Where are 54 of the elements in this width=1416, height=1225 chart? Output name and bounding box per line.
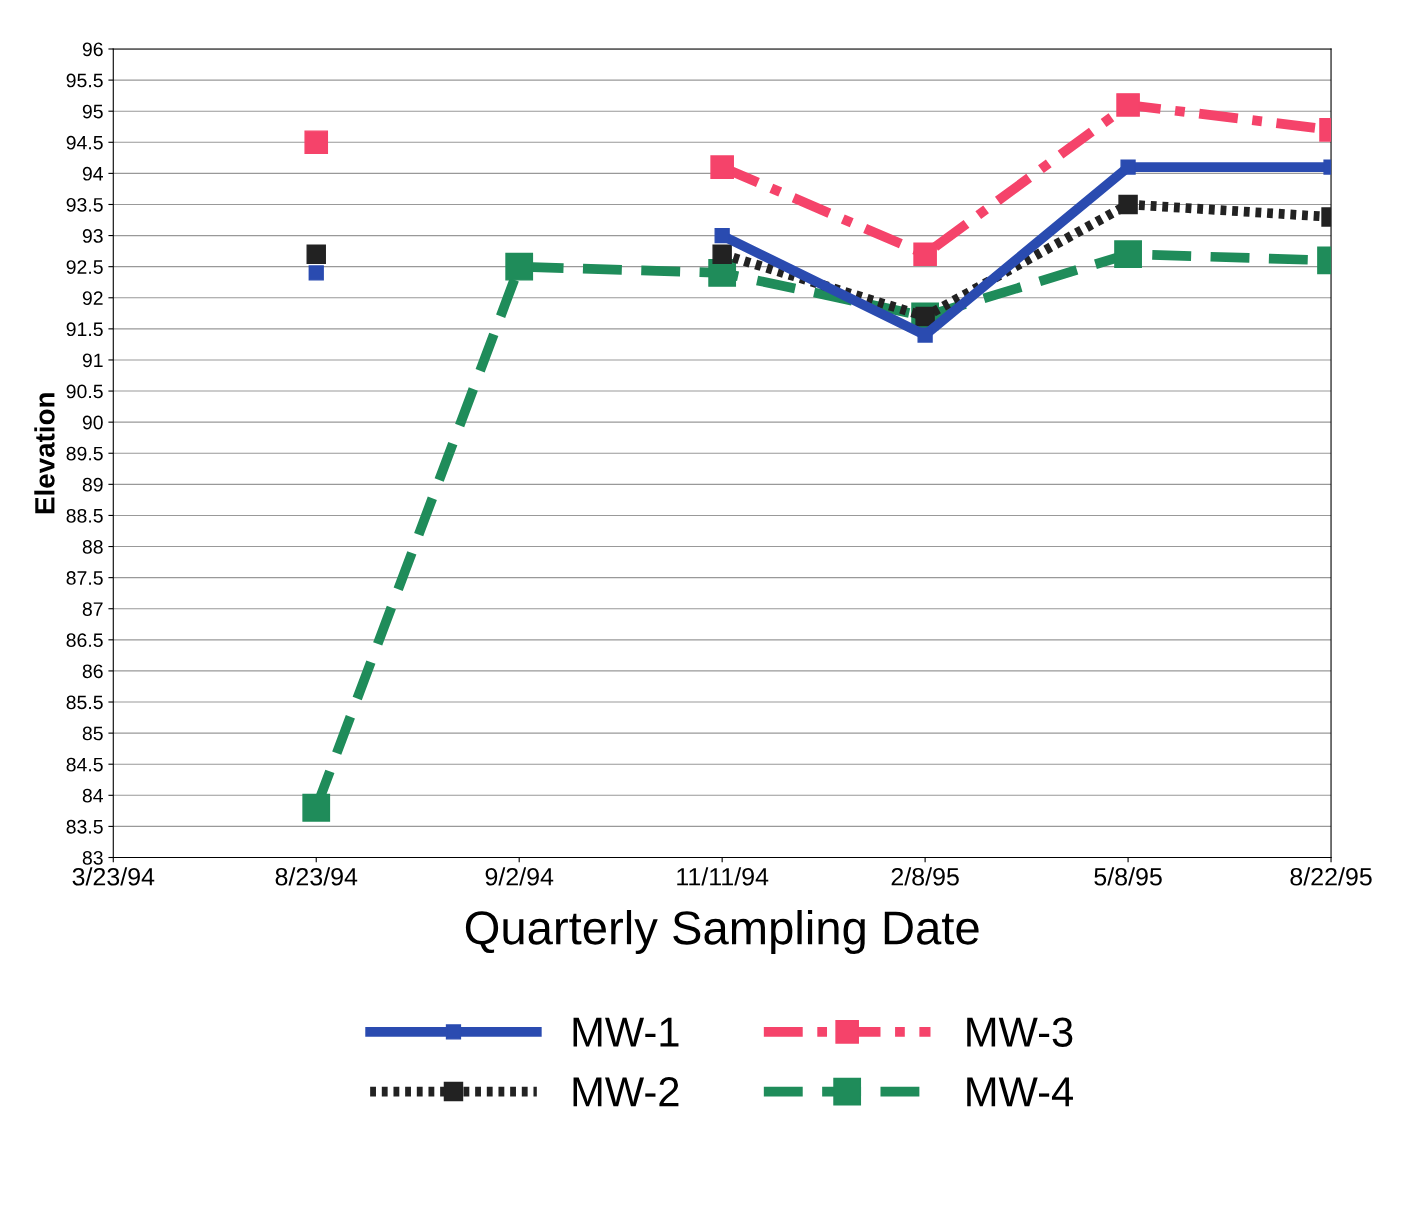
y-tick-label: 86 [82,664,103,679]
y-tick-label: 95 [82,104,103,119]
point [710,155,734,179]
x-tick-label: 9/2/94 [485,867,554,886]
x-tick-label: 2/8/95 [891,867,959,886]
y-tick-label: 85 [82,726,103,741]
y-tick-label: 94 [82,166,103,181]
x-tick-label: 3/23/94 [72,867,155,886]
point [306,244,326,264]
y-tick-label: 85.5 [66,695,103,710]
legend-label: MW-4 [967,1077,1073,1107]
y-tick-label: 87.5 [66,571,103,585]
point [308,265,324,281]
point [714,227,730,244]
x-tick-label: 8/23/94 [275,867,358,886]
y-tick-label: 89 [82,477,103,492]
y-tick-label: 96 [82,42,103,57]
y-tick-label: 83 [82,850,103,865]
y-tick-label: 86.5 [66,633,103,648]
y-tick-label: 92 [82,291,103,306]
point [913,242,937,267]
point [1118,194,1138,215]
point [1114,240,1142,269]
y-tick-label: 90.5 [66,384,103,399]
point [1120,159,1136,175]
y-axis-title: Elevation [34,393,55,514]
y-tick-label: 88.5 [66,508,103,523]
legend-label: MW-3 [967,1017,1073,1047]
y-tick-label: 95.5 [66,73,103,88]
legend-label: MW-1 [573,1017,679,1047]
y-tick-label: 84 [82,788,103,803]
y-tick-label: 89.5 [66,446,103,461]
y-tick-label: 90 [82,415,103,430]
y-tick-label: 83.5 [66,819,103,834]
y-tick-label: 93.5 [66,197,103,212]
point [712,244,732,264]
point [1116,93,1140,117]
y-tick-label: 91.5 [66,322,103,337]
y-tick-label: 88 [82,540,103,554]
legend-label: MW-2 [573,1077,679,1107]
y-tick-label: 87 [82,602,103,616]
y-tick-label: 84.5 [66,757,103,772]
point [917,327,933,343]
y-tick-label: 92.5 [66,260,103,274]
x-tick-label: 8/22/95 [1290,867,1372,886]
x-axis-title: Quarterly Sampling Date [465,909,979,954]
y-tick-label: 93 [82,229,103,243]
y-tick-label: 91 [82,353,103,368]
point [302,793,331,822]
point [505,252,534,281]
x-tick-label: 11/11/94 [677,867,769,886]
point [304,130,329,155]
y-tick-label: 94.5 [66,135,103,150]
x-tick-label: 5/8/95 [1094,867,1162,886]
